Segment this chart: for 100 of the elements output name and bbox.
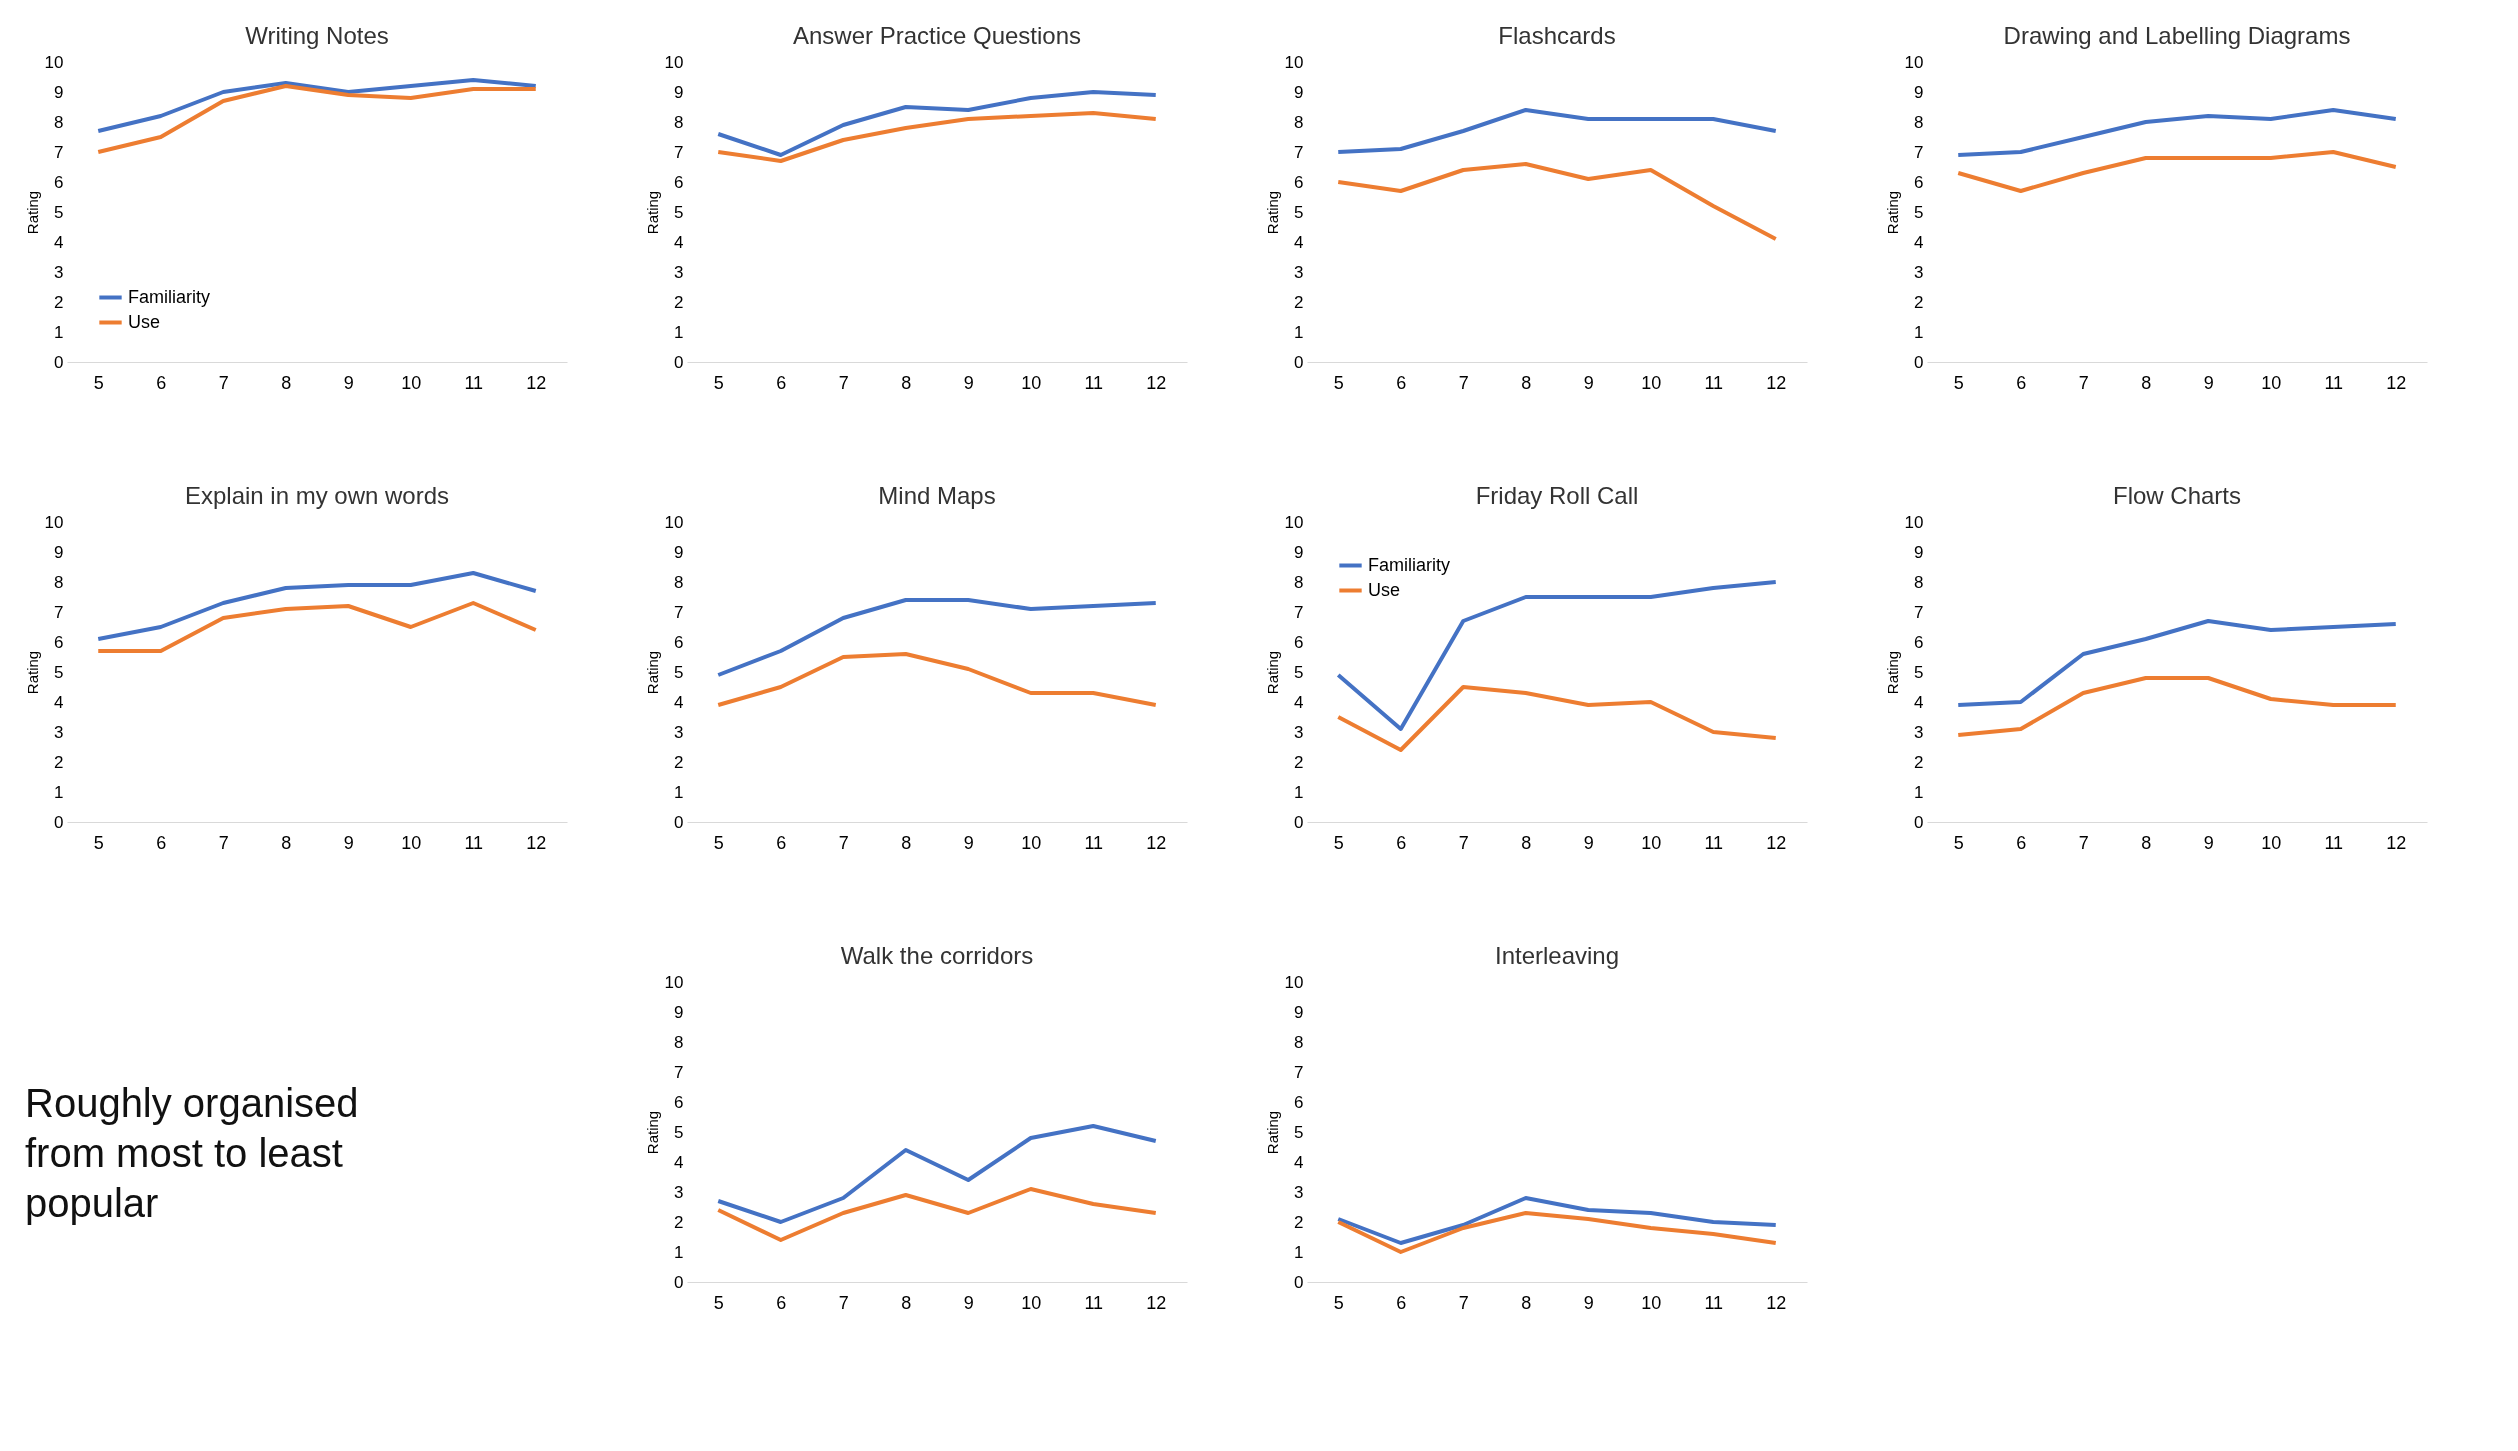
y-tick-label: 3	[674, 262, 684, 282]
y-tick-label: 5	[674, 1122, 684, 1142]
y-tick-label: 9	[674, 82, 684, 102]
y-tick-label: 2	[1294, 1212, 1304, 1232]
x-tick-label: 8	[281, 832, 292, 853]
y-tick-label: 0	[674, 812, 684, 832]
y-tick-label: 2	[1914, 752, 1924, 772]
x-tick-label: 6	[156, 372, 167, 393]
y-tick-label: 4	[674, 1152, 684, 1172]
x-tick-label: 8	[1521, 832, 1532, 853]
x-tick-label: 8	[901, 1292, 912, 1313]
y-tick-label: 1	[1294, 1242, 1304, 1262]
y-axis-title: Rating	[23, 190, 41, 235]
y-tick-label: 5	[1294, 202, 1304, 222]
x-tick-label: 11	[1704, 1292, 1724, 1313]
chart-title: Walk the corridors	[840, 942, 1034, 969]
line-series	[716, 90, 1158, 157]
line-series	[96, 84, 538, 154]
y-tick-label: 2	[674, 1212, 684, 1232]
x-tick-label: 7	[218, 832, 229, 853]
y-tick-label: 7	[674, 142, 684, 162]
y-tick-label: 10	[1284, 52, 1304, 72]
y-tick-label: 10	[1284, 512, 1304, 532]
x-tick-label: 11	[2324, 832, 2344, 853]
x-tick-label: 12	[2386, 372, 2407, 393]
x-tick-label: 11	[1084, 1292, 1104, 1313]
y-tick-label: 7	[1914, 602, 1924, 622]
y-tick-label: 4	[1294, 692, 1304, 712]
y-tick-label: 4	[1914, 692, 1924, 712]
y-tick-label: 5	[1914, 662, 1924, 682]
y-tick-label: 3	[1294, 262, 1304, 282]
x-tick-label: 7	[1458, 372, 1469, 393]
x-tick-label: 11	[2324, 372, 2344, 393]
y-tick-label: 8	[674, 1032, 684, 1052]
chart-title: Writing Notes	[245, 22, 389, 49]
y-tick-label: 7	[1294, 142, 1304, 162]
y-tick-label: 2	[1914, 292, 1924, 312]
y-tick-label: 3	[674, 1182, 684, 1202]
y-tick-label: 7	[674, 602, 684, 622]
y-tick-label: 9	[674, 542, 684, 562]
x-tick-label: 5	[1953, 372, 1964, 393]
y-tick-label: 5	[674, 202, 684, 222]
x-tick-label: 12	[1146, 372, 1167, 393]
y-tick-label: 1	[54, 782, 64, 802]
line-series	[1336, 580, 1778, 731]
x-tick-label: 7	[1458, 1292, 1469, 1313]
x-tick-label: 10	[1021, 1292, 1042, 1313]
x-tick-label: 10	[1021, 832, 1042, 853]
y-tick-label: 2	[1294, 752, 1304, 772]
y-tick-label: 7	[54, 602, 64, 622]
y-tick-label: 5	[1294, 662, 1304, 682]
x-tick-label: 11	[1084, 372, 1104, 393]
line-series	[1336, 1196, 1778, 1245]
x-tick-label: 5	[1953, 832, 1964, 853]
y-tick-label: 7	[674, 1062, 684, 1082]
y-tick-label: 3	[674, 722, 684, 742]
y-tick-label: 10	[44, 52, 64, 72]
y-tick-label: 8	[54, 112, 64, 132]
y-tick-label: 5	[1914, 202, 1924, 222]
y-tick-label: 6	[674, 172, 684, 192]
y-axis-title: Rating	[1263, 650, 1281, 695]
y-tick-label: 1	[1914, 782, 1924, 802]
y-tick-label: 3	[1294, 1182, 1304, 1202]
x-tick-label: 6	[2016, 372, 2027, 393]
line-series	[716, 1187, 1158, 1242]
y-tick-label: 7	[1914, 142, 1924, 162]
line-series	[716, 1124, 1158, 1224]
y-tick-label: 9	[1294, 542, 1304, 562]
y-tick-label: 6	[1294, 1092, 1304, 1112]
y-tick-label: 1	[674, 782, 684, 802]
x-tick-label: 12	[1146, 832, 1167, 853]
y-tick-label: 0	[1914, 812, 1924, 832]
y-tick-label: 10	[664, 972, 684, 992]
y-tick-label: 9	[1294, 1002, 1304, 1022]
line-series	[96, 78, 538, 133]
y-tick-label: 1	[674, 322, 684, 342]
y-tick-label: 1	[1294, 782, 1304, 802]
x-tick-label: 11	[1084, 832, 1104, 853]
y-tick-label: 8	[1294, 572, 1304, 592]
x-tick-label: 9	[963, 832, 974, 853]
line-series	[1336, 1211, 1778, 1254]
x-tick-label: 5	[713, 372, 724, 393]
y-tick-label: 1	[674, 1242, 684, 1262]
legend-label: Familiarity	[1368, 554, 1451, 575]
line-series	[1956, 150, 2398, 193]
line-series	[1956, 676, 2398, 737]
y-tick-label: 0	[1294, 352, 1304, 372]
y-tick-label: 9	[674, 1002, 684, 1022]
x-tick-label: 11	[464, 832, 484, 853]
y-tick-label: 6	[54, 172, 64, 192]
x-tick-label: 7	[1458, 832, 1469, 853]
y-tick-label: 0	[674, 352, 684, 372]
y-tick-label: 8	[674, 572, 684, 592]
x-tick-label: 8	[901, 832, 912, 853]
y-tick-label: 2	[54, 752, 64, 772]
x-tick-label: 11	[464, 372, 484, 393]
chart-title: Answer Practice Questions	[792, 22, 1082, 49]
y-axis-title: Rating	[23, 650, 41, 695]
y-tick-label: 0	[1914, 352, 1924, 372]
chart-title: Mind Maps	[878, 482, 996, 509]
